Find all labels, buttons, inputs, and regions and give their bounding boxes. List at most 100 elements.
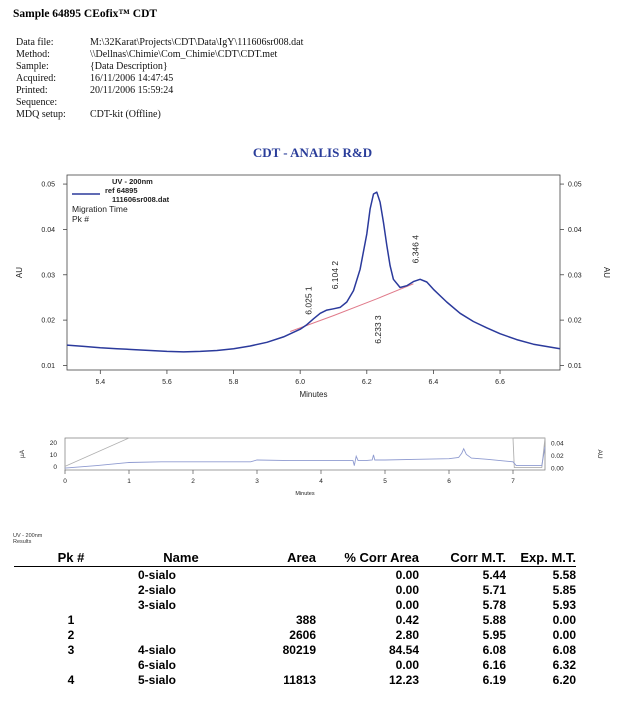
x-axis-label: Minutes bbox=[299, 390, 327, 399]
y-tick-label-left: 0.02 bbox=[41, 318, 55, 325]
cell-name: 0-sialo bbox=[138, 567, 177, 582]
info-value: 20/11/2006 15:59:24 bbox=[90, 85, 174, 96]
cell-exp-mt: 6.32 bbox=[552, 657, 576, 672]
cell-exp-mt: 5.93 bbox=[552, 597, 576, 612]
y-tick-label-right: 0.04 bbox=[568, 227, 582, 234]
lower-x-tick-label: 0 bbox=[63, 478, 67, 485]
lower-current-chart: 0 1 2 3 4 5 6 7 20 10 0 0.04 0.02 0.00 Minutes µA AU bbox=[19, 437, 603, 497]
cell-name bbox=[128, 612, 234, 627]
lower-x-axis-label: Minutes bbox=[295, 491, 315, 497]
x-tick-label: 5.4 bbox=[95, 379, 105, 386]
legend-line-3: 111606sr008.dat bbox=[112, 195, 170, 204]
legend-extra-2: Pk # bbox=[72, 214, 89, 224]
series-current-line bbox=[64, 437, 546, 469]
cell-area: 80219 bbox=[282, 642, 316, 657]
info-row: Sequence: bbox=[16, 97, 303, 109]
x-tick-label: 6.6 bbox=[495, 379, 505, 386]
chart-title: CDT - ANALIS R&D bbox=[252, 145, 373, 160]
y-tick-label-left: 0.05 bbox=[41, 182, 55, 189]
info-row: Printed: 20/11/2006 15:59:24 bbox=[16, 85, 303, 97]
lower-x-tick-label: 3 bbox=[255, 478, 259, 485]
lower-x-tick-label: 7 bbox=[511, 478, 515, 485]
cell-corr-mt: 5.95 bbox=[482, 627, 506, 642]
lower-y-axis-label-left: µA bbox=[19, 449, 26, 458]
y-tick-label-right: 0.05 bbox=[568, 182, 582, 189]
table-row: 6-sialo 0.00 6.16 6.32 bbox=[14, 657, 576, 672]
info-value: 16/11/2006 14:47:45 bbox=[90, 73, 174, 84]
peak-label: 6.025 1 bbox=[304, 286, 314, 315]
cell-area bbox=[234, 657, 316, 672]
cell-exp-mt: 6.20 bbox=[552, 672, 576, 687]
cell-area bbox=[234, 582, 316, 597]
table-row: 2 2606 2.80 5.95 0.00 bbox=[14, 627, 576, 642]
y-tick-label-right: 0.03 bbox=[568, 272, 582, 279]
cell-pk bbox=[14, 567, 128, 583]
info-row: Sample: {Data Description} bbox=[16, 61, 303, 73]
y-axis-label-right: AU bbox=[602, 267, 611, 278]
cell-name: 2-sialo bbox=[138, 582, 177, 597]
y-axis-label-left: AU bbox=[15, 267, 24, 278]
cell-area bbox=[234, 597, 316, 612]
cell-pk: 4 bbox=[67, 672, 75, 687]
lower-y-tick-label-left: 0 bbox=[53, 464, 57, 471]
lower-x-tick-label: 6 bbox=[447, 478, 451, 485]
cell-area: 11813 bbox=[283, 672, 316, 687]
cell-corr-mt: 6.19 bbox=[482, 672, 506, 687]
series-uv-line bbox=[66, 191, 561, 353]
cell-name: 5-sialo bbox=[138, 672, 177, 687]
table-row: 1 388 0.42 5.88 0.00 bbox=[14, 612, 576, 627]
info-key: Sequence: bbox=[16, 97, 58, 108]
col-header-area: Area bbox=[234, 549, 316, 567]
cell-corr-mt: 6.16 bbox=[482, 657, 506, 672]
cell-name: 4-sialo bbox=[138, 642, 177, 657]
report-title: Sample 64895 CEofix™ CDT bbox=[13, 8, 158, 20]
cell-corr-mt: 5.44 bbox=[482, 567, 506, 582]
cell-area: 2606 bbox=[289, 627, 316, 642]
cell-corr-mt: 5.71 bbox=[482, 582, 506, 597]
cell-exp-mt: 5.58 bbox=[552, 567, 576, 582]
x-tick-label: 5.8 bbox=[229, 379, 239, 386]
lower-y-tick-label-right: 0.00 bbox=[551, 466, 564, 473]
lower-y-tick-label-right: 0.04 bbox=[551, 441, 564, 448]
y-tick-label-right: 0.02 bbox=[568, 318, 582, 325]
col-header-corr-area: % Corr Area bbox=[316, 549, 419, 567]
results-heading-line: UV - 200nm bbox=[13, 533, 43, 539]
cell-pk bbox=[14, 582, 128, 597]
cell-corr-mt: 6.08 bbox=[482, 642, 506, 657]
results-table: Pk # Name Area % Corr Area Corr M.T. Exp… bbox=[14, 549, 576, 687]
cell-corr-mt: 5.78 bbox=[482, 597, 506, 612]
x-tick-label: 6.4 bbox=[429, 379, 439, 386]
table-row: 3-sialo 0.00 5.78 5.93 bbox=[14, 597, 576, 612]
x-tick-label: 6.0 bbox=[295, 379, 305, 386]
results-heading: UV - 200nm Results bbox=[13, 533, 42, 545]
y-tick-label-left: 0.04 bbox=[41, 227, 55, 234]
legend-line-2: ref 64895 bbox=[105, 186, 138, 195]
main-electropherogram-chart: 5.4 5.6 5.8 6.0 6.2 6.4 6.6 0.01 0.01 0.02 0.02 0.0… bbox=[15, 174, 611, 399]
cell-pk: 1 bbox=[67, 612, 75, 627]
lower-y-tick-label-left: 10 bbox=[50, 452, 58, 459]
cell-area: 388 bbox=[295, 612, 316, 627]
cell-corr-area: 0.00 bbox=[395, 582, 419, 597]
series-absorbance-line bbox=[64, 446, 546, 469]
col-header-name: Name bbox=[128, 549, 234, 567]
x-tick-label: 5.6 bbox=[162, 379, 172, 386]
cell-pk: 3 bbox=[67, 642, 75, 657]
lower-y-axis-label-right: AU bbox=[596, 449, 603, 458]
info-value: M:\32Karat\Projects\CDT\Data\IgY\111606s… bbox=[90, 37, 304, 48]
info-key: Printed: bbox=[16, 85, 48, 96]
y-tick-label-left: 0.01 bbox=[41, 363, 55, 370]
peak-label: 6.346 4 bbox=[410, 235, 420, 264]
cell-corr-area: 0.00 bbox=[395, 567, 419, 582]
col-header-exp-mt: Exp. M.T. bbox=[506, 549, 576, 567]
info-key: Data file: bbox=[16, 37, 54, 48]
info-key: Acquired: bbox=[16, 73, 56, 84]
info-row: Acquired: 16/11/2006 14:47:45 bbox=[16, 73, 303, 85]
cell-name bbox=[128, 627, 234, 642]
results-body: 0-sialo 0.00 5.44 5.58 2-sialo 0.00 5.71 5.85 3-… bbox=[14, 567, 576, 688]
cell-pk bbox=[14, 597, 128, 612]
lower-x-tick-label: 2 bbox=[191, 478, 195, 485]
lower-x-tick-label: 5 bbox=[383, 478, 387, 485]
info-value: \\Dellnas\Chimie\Com_Chimie\CDT\CDT.met bbox=[90, 49, 278, 60]
x-tick-label: 6.2 bbox=[362, 379, 372, 386]
